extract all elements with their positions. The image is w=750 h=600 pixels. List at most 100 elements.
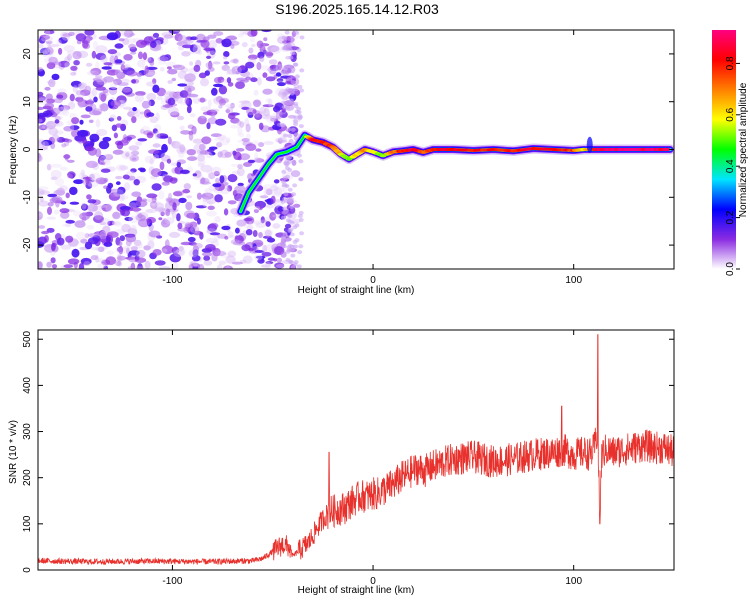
noise-blob [59, 208, 70, 214]
noise-blob [213, 170, 220, 177]
noise-blob [276, 139, 288, 143]
noise-blob [287, 228, 293, 233]
noise-blob [115, 247, 128, 255]
noise-blob [273, 120, 281, 126]
noise-blob [218, 139, 230, 146]
noise-blob [253, 208, 259, 214]
noise-blob [152, 143, 161, 148]
noise-blob [287, 213, 293, 218]
noise-blob [200, 115, 207, 119]
noise-blob [227, 231, 234, 238]
noise-blob [152, 78, 157, 85]
noise-blob [263, 37, 268, 42]
noise-blob [197, 153, 205, 162]
noise-blob [145, 81, 156, 87]
noise-blob [58, 37, 68, 44]
noise-blob [55, 106, 67, 116]
noise-blob [298, 217, 304, 222]
noise-blob [286, 248, 292, 253]
noise-blob [119, 197, 125, 202]
noise-blob [275, 199, 281, 203]
noise-blob [137, 138, 148, 142]
noise-blob [193, 64, 201, 72]
noise-blob [121, 87, 132, 93]
noise-blob [285, 218, 291, 223]
noise-blob [117, 255, 126, 261]
noise-blob [137, 59, 146, 68]
y-tick-label: 0 [22, 567, 33, 573]
noise-blob [297, 84, 303, 89]
noise-blob [245, 229, 253, 236]
noise-blob [288, 260, 294, 265]
noise-blob [38, 97, 48, 105]
noise-blob [225, 137, 231, 143]
noise-blob [261, 252, 272, 257]
noise-blob [46, 163, 52, 171]
noise-blob [188, 242, 197, 246]
noise-blob [199, 181, 211, 185]
noise-blob [89, 119, 94, 124]
noise-blob [171, 262, 179, 269]
noise-blob [177, 150, 185, 158]
noise-blob [237, 126, 243, 135]
noise-blob [160, 135, 169, 139]
noise-blob [269, 211, 277, 221]
noise-blob [56, 88, 67, 94]
noise-blob [107, 182, 114, 189]
noise-blob [38, 211, 43, 221]
noise-blob [199, 143, 206, 151]
noise-blob [38, 153, 42, 162]
noise-blob [44, 102, 55, 110]
noise-blob [38, 200, 50, 207]
noise-blob [167, 80, 173, 84]
noise-blob [269, 70, 277, 75]
noise-blob [154, 130, 160, 140]
noise-blob [136, 266, 144, 269]
noise-blob [121, 209, 130, 217]
x-tick-label: 0 [370, 576, 376, 587]
noise-blob [128, 43, 137, 50]
noise-blob [172, 191, 183, 197]
colorbar-tick-label: 0.0 [725, 262, 736, 276]
noise-blob [46, 227, 55, 233]
noise-blob [155, 112, 160, 121]
noise-blob [161, 98, 166, 106]
noise-blob [290, 51, 296, 56]
noise-blob [41, 139, 53, 146]
noise-blob [85, 146, 95, 152]
noise-blob [115, 181, 121, 186]
noise-blob [234, 235, 239, 242]
noise-blob [71, 117, 80, 125]
noise-blob [192, 44, 201, 54]
noise-blob [102, 225, 111, 234]
noise-blob [38, 188, 45, 196]
noise-blob [77, 83, 85, 89]
noise-blob [272, 223, 281, 229]
noise-blob [67, 258, 80, 265]
noise-blob [102, 136, 112, 142]
noise-blob [145, 209, 157, 214]
noise-blob [296, 48, 302, 53]
colorbar-scale [712, 30, 736, 269]
noise-blob [80, 114, 91, 119]
noise-blob [129, 154, 139, 162]
noise-blob [177, 115, 184, 121]
noise-blob [113, 220, 121, 225]
noise-blob [110, 80, 118, 90]
noise-blob [165, 208, 171, 217]
noise-blob [79, 119, 84, 125]
noise-blob [98, 104, 105, 109]
noise-blob [227, 250, 237, 258]
noise-blob [65, 138, 73, 143]
noise-blob [276, 264, 285, 268]
noise-blob [170, 111, 180, 118]
noise-blob [182, 189, 191, 194]
spectrogram-y-label: Frequency (Hz) [8, 116, 19, 185]
noise-blob [146, 66, 158, 70]
noise-blob [95, 247, 101, 251]
noise-blob [256, 62, 262, 71]
noise-blob [95, 45, 108, 54]
noise-blob [182, 39, 194, 44]
noise-blob [116, 190, 125, 195]
noise-blob [143, 245, 151, 251]
